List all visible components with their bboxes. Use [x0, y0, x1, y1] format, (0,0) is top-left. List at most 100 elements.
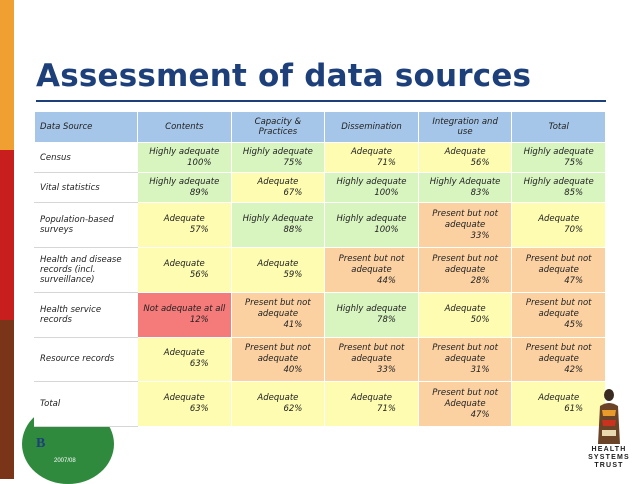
rating-cell: Highly adequate 100% — [324, 172, 419, 204]
rating-cell: Present but not adequate 31% — [417, 336, 513, 383]
rating-label: Present but not adequate — [525, 342, 592, 364]
rating-percent: 50% — [470, 314, 490, 325]
rating-label: Highly adequate — [336, 214, 407, 225]
rating-percent: 100% — [187, 157, 212, 168]
rating-label: Present but not adequate — [432, 342, 498, 364]
rating-percent: 71% — [377, 157, 396, 168]
rating-cell: Present but not adequate 41% — [230, 291, 326, 338]
row-label: Census — [34, 141, 138, 174]
rating-cell: Adequate 71% — [324, 141, 419, 174]
rating-cell: Highly adequate 75% — [511, 141, 606, 174]
rating-label: Present but not adequate — [432, 208, 498, 230]
rating-cell: Adequate 63% — [137, 336, 232, 383]
emblem-caption: 2007/08 — [54, 458, 76, 464]
rating-label: Highly adequate — [336, 176, 407, 187]
rating-percent: 56% — [470, 157, 490, 168]
rating-cell: Present but not adequate 33% — [324, 336, 419, 383]
rating-cell: Adequate 57% — [137, 202, 232, 249]
rating-label: Adequate — [257, 259, 299, 270]
rating-label: Highly adequate — [523, 176, 594, 187]
rating-percent: 33% — [377, 364, 396, 375]
rating-cell: Adequate 50% — [417, 291, 513, 338]
rating-percent: 40% — [283, 364, 303, 375]
rating-percent: 57% — [189, 225, 209, 236]
logo-line: HEALTH — [591, 446, 627, 453]
rating-percent: 28% — [470, 275, 490, 286]
rating-label: Adequate — [538, 393, 580, 404]
rating-label: Adequate — [163, 259, 205, 270]
rating-cell: Highly Adequate 88% — [230, 202, 326, 249]
rating-percent: 70% — [564, 225, 584, 236]
logo-line: SYSTEMS — [588, 454, 630, 461]
rating-label: Highly Adequate — [429, 176, 501, 187]
rating-label: Adequate — [444, 303, 486, 314]
rating-percent: 62% — [283, 404, 303, 415]
accent-bar-red — [0, 150, 14, 320]
title-underline — [36, 100, 606, 102]
rating-cell: Not adequate at all 12% — [137, 291, 232, 338]
rating-percent: 85% — [564, 187, 584, 198]
rating-label: Present but not adequate — [338, 342, 405, 364]
rating-cell: Highly adequate 100% — [324, 202, 419, 249]
rating-label: Adequate — [350, 146, 392, 157]
rating-label: Adequate — [538, 214, 580, 225]
rating-cell: Highly adequate 89% — [137, 172, 232, 204]
rating-cell: Adequate 56% — [417, 141, 513, 174]
rating-cell: Highly adequate 75% — [230, 141, 326, 174]
column-header: Total — [511, 111, 606, 143]
row-label: Total — [34, 381, 138, 427]
rating-label: Highly adequate — [242, 146, 313, 157]
rating-percent: 42% — [564, 364, 584, 375]
table-row: Census Highly adequate 100% Highly adequate… — [34, 141, 606, 174]
figure-logo-icon — [598, 389, 620, 444]
table-body: Census Highly adequate 100% Highly adequate… — [34, 141, 606, 427]
rating-label: Present but not adequate — [525, 253, 592, 275]
row-label: Vital statistics — [34, 172, 138, 204]
rating-label: Highly adequate — [149, 146, 220, 157]
rating-label: Present but not Adequate — [432, 387, 498, 409]
emblem-letter: B — [36, 436, 46, 451]
table-header-row: Data Source Contents Capacity & Practice… — [34, 111, 606, 143]
rating-percent: 47% — [470, 409, 490, 420]
rating-percent: 83% — [470, 187, 490, 198]
rating-percent: 41% — [283, 320, 303, 331]
rating-label: Adequate — [350, 393, 392, 404]
rating-percent: 63% — [189, 359, 209, 370]
rating-cell: Present but not adequate 40% — [230, 336, 326, 383]
rating-cell: Present but not adequate 47% — [511, 247, 606, 293]
rating-label: Not adequate at all — [143, 303, 226, 314]
rating-cell: Adequate 70% — [511, 202, 606, 249]
table-row: Vital statistics Highly adequate 89% Adequa… — [34, 172, 606, 204]
rating-label: Present but not adequate — [245, 298, 311, 320]
rating-label: Adequate — [163, 393, 205, 404]
column-header: Dissemination — [324, 111, 419, 143]
rating-cell: Adequate 59% — [230, 247, 326, 293]
rating-percent: 88% — [283, 225, 303, 236]
row-label: Resource records — [34, 336, 138, 383]
rating-cell: Adequate 62% — [230, 381, 326, 427]
rating-percent: 67% — [283, 187, 303, 198]
column-header: Capacity & Practices — [230, 111, 326, 143]
column-header: Contents — [137, 111, 232, 143]
rating-cell: Highly adequate 85% — [511, 172, 606, 204]
rating-percent: 75% — [564, 157, 584, 168]
rating-percent: 63% — [189, 404, 209, 415]
rating-label: Present but not adequate — [245, 342, 311, 364]
slide-title: Assessment of data sources — [36, 58, 532, 94]
rating-cell: Adequate 61% — [511, 381, 606, 427]
logo-wordmark: HEALTH SYSTEMS TRUST — [584, 446, 634, 470]
rating-label: Adequate — [163, 348, 205, 359]
rating-label: Present but not adequate — [525, 298, 592, 320]
table-row: Health service records Not adequate at al… — [34, 291, 606, 338]
rating-percent: 61% — [564, 404, 584, 415]
rating-label: Adequate — [163, 214, 205, 225]
rating-cell: Adequate 67% — [230, 172, 326, 204]
logo-line: TRUST — [594, 462, 624, 469]
assessment-table: Data Source Contents Capacity & Practice… — [34, 111, 606, 427]
rating-label: Highly adequate — [336, 303, 407, 314]
rating-cell: Highly adequate 78% — [324, 291, 419, 338]
rating-cell: Highly adequate 100% — [137, 141, 232, 174]
rating-percent: 45% — [564, 320, 584, 331]
accent-bar-brown — [0, 320, 14, 479]
table-row: Health and disease records (incl. survei… — [34, 247, 606, 293]
